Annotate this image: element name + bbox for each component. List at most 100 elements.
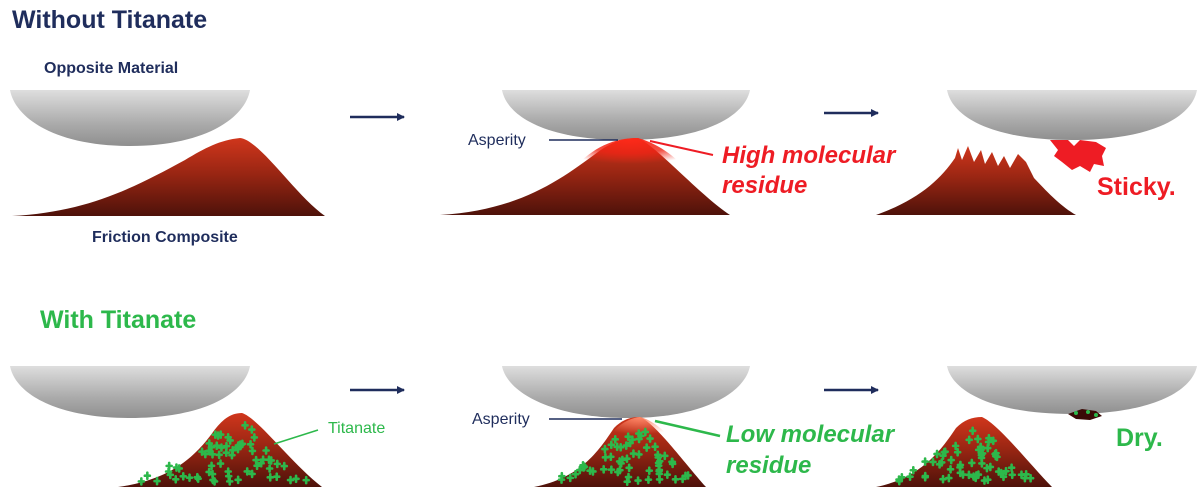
titanate-particle xyxy=(1026,473,1035,483)
titanate-particle xyxy=(976,442,985,452)
low-residue-line1: Low molecular xyxy=(726,421,895,448)
titanate-particle xyxy=(641,427,650,437)
titanate-particle xyxy=(234,475,242,485)
warm-asperity-zone xyxy=(606,417,674,442)
result-sticky: Sticky. xyxy=(1097,173,1176,201)
titanate-particles xyxy=(557,427,692,486)
titanate-particle xyxy=(179,471,188,481)
titanate-particle xyxy=(906,472,914,481)
titanate-particle xyxy=(246,439,255,449)
titanate-particle xyxy=(974,434,982,444)
titanate-particle xyxy=(248,469,256,479)
titanate-particle xyxy=(929,457,937,467)
titanate-particles xyxy=(137,421,310,486)
titanate-particle xyxy=(655,475,664,484)
titanate-particle xyxy=(222,441,231,451)
titanate-particle xyxy=(629,449,638,458)
residue-pointer-line xyxy=(649,140,714,156)
titanate-pointer-line xyxy=(273,429,319,445)
titanate-particle xyxy=(956,460,965,470)
titanate-particle xyxy=(623,454,631,463)
titanate-particle xyxy=(171,474,180,484)
titanate-particle xyxy=(635,450,643,459)
friction-composite-label: Friction Composite xyxy=(92,229,238,246)
titanate-particle xyxy=(228,450,236,460)
torn-composite-mound xyxy=(876,146,1076,215)
titanate-particle xyxy=(265,464,274,473)
titanate-particle xyxy=(953,447,962,457)
titanate-particle xyxy=(210,477,219,486)
asperity-label: Asperity xyxy=(472,411,530,428)
titanate-particle xyxy=(635,434,643,444)
titanate-particle xyxy=(645,466,654,475)
titanate-label: Titanate xyxy=(328,420,386,437)
titanate-particle xyxy=(137,477,146,486)
titanate-particle xyxy=(557,475,566,484)
titanate-particle xyxy=(601,444,609,454)
titanate-particle xyxy=(921,472,929,482)
opposite-material-label: Opposite Material xyxy=(44,60,179,77)
titanate-particle xyxy=(198,447,206,456)
titanate-particle xyxy=(984,475,992,485)
titanate-particle xyxy=(628,435,637,444)
titanate-particle xyxy=(153,476,161,486)
titanate-particle xyxy=(939,474,947,484)
titanate-particle xyxy=(286,475,295,485)
titanate-particle xyxy=(623,477,632,486)
dry-residue-particle xyxy=(1074,411,1078,415)
titanate-particle xyxy=(978,459,986,468)
titanate-particle xyxy=(601,453,610,462)
titanate-particle xyxy=(599,465,608,474)
titanate-particle xyxy=(613,467,622,477)
opposite-material-shape xyxy=(10,90,250,146)
titanate-particle xyxy=(241,421,249,430)
titanate-particle xyxy=(642,443,651,452)
high-residue-line2: residue xyxy=(722,172,808,199)
titanate-particle xyxy=(616,442,625,452)
titanate-particle xyxy=(968,458,976,468)
titanate-particle xyxy=(266,473,275,482)
titanate-particle xyxy=(615,457,624,466)
titanate-particle xyxy=(655,465,664,475)
titanate-particle xyxy=(909,465,918,475)
titanate-particle xyxy=(895,476,904,486)
titanate-particle xyxy=(272,472,281,482)
titanate-particle xyxy=(947,455,956,465)
opposite-material-shape xyxy=(947,366,1197,414)
titanate-particle xyxy=(965,470,973,480)
titanate-particle xyxy=(644,475,653,484)
titanate-particle xyxy=(265,455,273,464)
hot-asperity-zone xyxy=(570,138,690,175)
titanate-particle xyxy=(292,474,300,484)
titanate-particle xyxy=(607,452,615,462)
high-residue-line1: High molecular xyxy=(722,142,896,169)
titanate-particle xyxy=(681,471,690,481)
titanate-particle xyxy=(253,461,261,471)
titanate-particle xyxy=(994,467,1003,476)
titanate-particle xyxy=(225,477,234,486)
low-residue-line2: residue xyxy=(726,452,812,479)
titanate-particle xyxy=(1007,463,1016,472)
titanate-particle xyxy=(262,446,270,455)
friction-composite-mound xyxy=(12,138,325,216)
titanate-particle xyxy=(985,433,993,443)
titanate-particle xyxy=(234,444,242,454)
titanate-particle xyxy=(624,432,632,441)
titanate-particle xyxy=(634,476,642,485)
titanate-particle xyxy=(243,467,252,476)
titanate-particle xyxy=(935,460,944,469)
titanate-particle xyxy=(212,441,221,451)
titanate-particle xyxy=(668,457,677,467)
titanate-particle xyxy=(579,461,587,470)
titanate-particle xyxy=(989,436,998,446)
residue-pointer-line xyxy=(654,419,721,438)
titanate-particle xyxy=(214,431,222,440)
titanate-particle xyxy=(607,465,616,474)
titanate-particle xyxy=(660,451,669,461)
opposite-material-shape xyxy=(10,366,250,418)
dry-residue-particle xyxy=(1086,410,1090,414)
titanate-particle xyxy=(921,457,929,466)
titanate-particle xyxy=(1017,470,1026,480)
titanate-particle xyxy=(172,463,181,472)
titanate-particle xyxy=(654,450,662,460)
